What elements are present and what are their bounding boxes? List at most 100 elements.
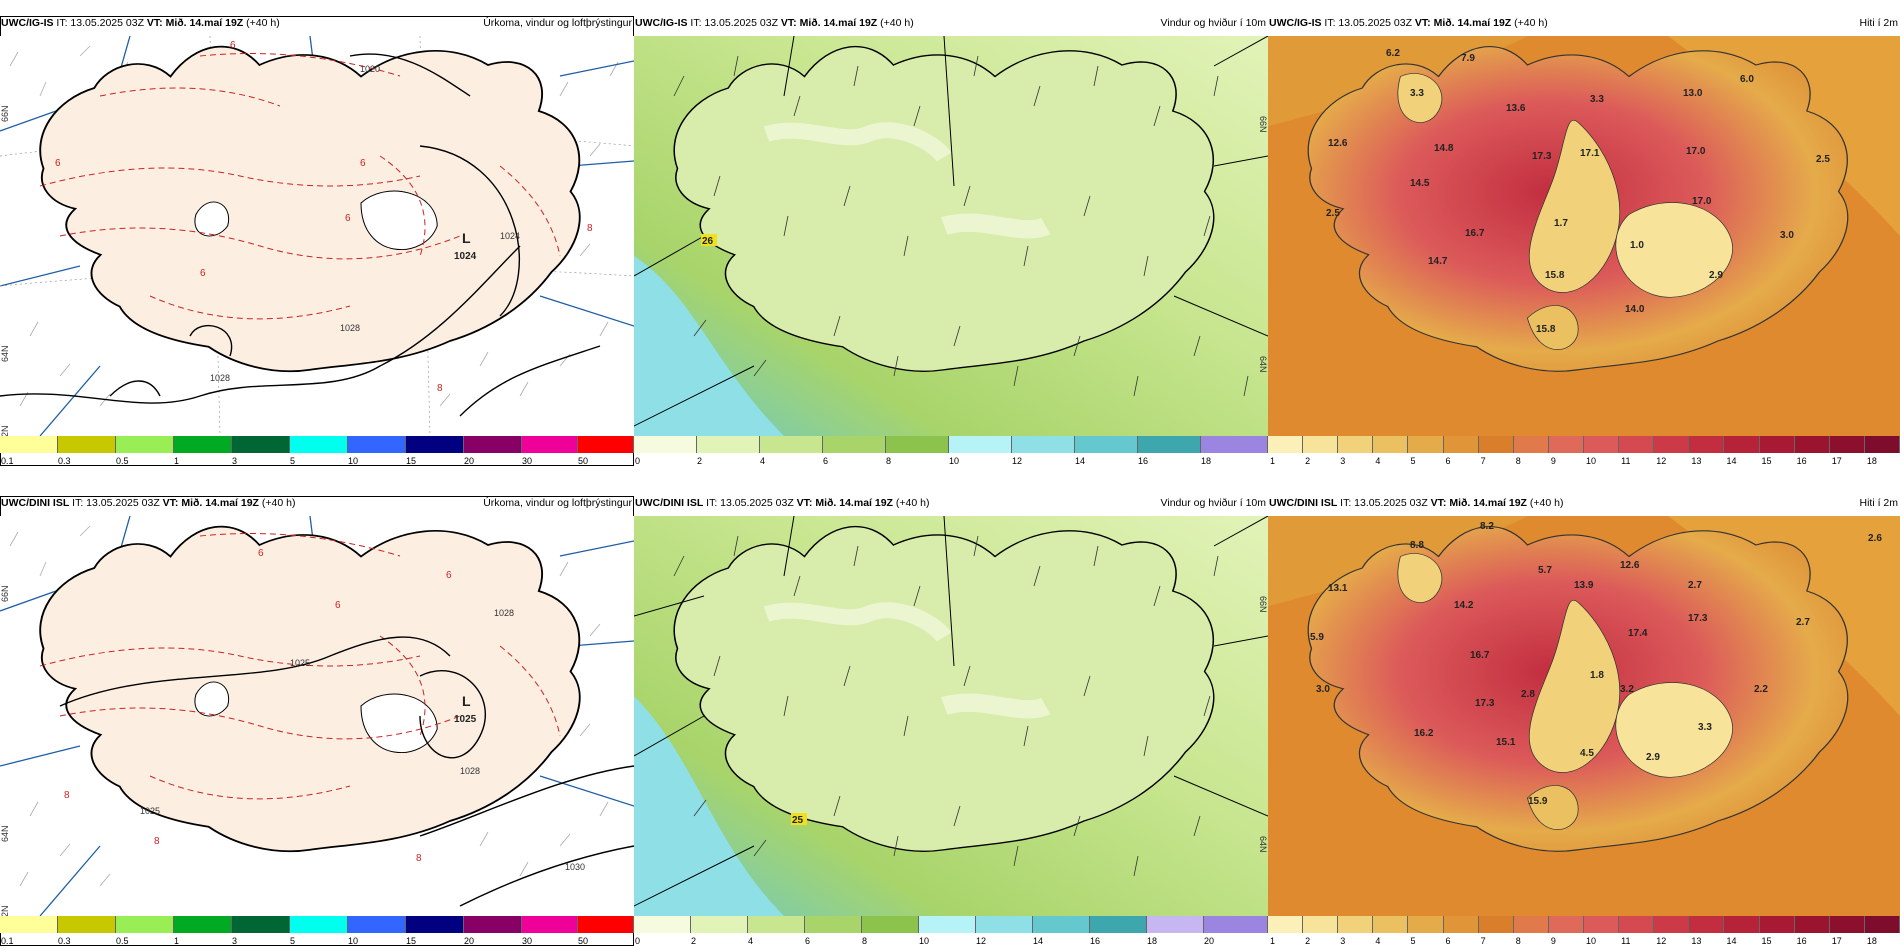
colorbar-label: 30 [522, 456, 533, 466]
temperature-value: 3.2 [1620, 684, 1634, 695]
colorbar-precip: 0.1 0.3 0.5 1 3 5 10 15 20 30 50 [0, 436, 634, 466]
model-name: UWC/IG-IS [1269, 17, 1322, 29]
temperature-value: 14.5 [1410, 178, 1430, 189]
temperature-value: 1.7 [1554, 218, 1568, 229]
colorbar-swatch [1619, 436, 1655, 453]
temperature-value: 17.4 [1628, 628, 1648, 639]
low-pressure-label: L [462, 230, 471, 246]
colorbar-swatch [1012, 436, 1075, 453]
colorbar-label: 3 [232, 456, 238, 466]
temperature-value: 15.1 [1496, 737, 1516, 748]
colorbar-label: 15 [1761, 456, 1772, 466]
colorbar-label: 14 [1726, 936, 1737, 946]
low-pressure-value: 1025 [454, 714, 477, 725]
colorbar-swatch [760, 436, 823, 453]
temperature-value: 1.0 [1630, 240, 1644, 251]
temperature-value: 16.2 [1414, 728, 1434, 739]
colorbar-swatch [1829, 916, 1865, 933]
panel-title: UWC/IG-IS IT: 13.05.2025 03Z VT: Mið. 14… [634, 12, 1268, 34]
panel-precip-igis: UWC/IG-IS IT: 13.05.2025 03Z VT: Mið. 14… [0, 12, 634, 466]
lead-time: (+40 h) [880, 17, 914, 29]
map-area: 25 66N 64N [634, 516, 1268, 916]
colorbar-label: 7 [1480, 456, 1486, 466]
colorbar-label: 3 [232, 936, 238, 946]
temperature-value: 15.8 [1545, 270, 1565, 281]
model-name: UWC/DINI ISL [1269, 497, 1338, 509]
colorbar-swatch [1829, 436, 1865, 453]
precip-label: 6 [200, 268, 206, 279]
temperature-value: 6.0 [1740, 74, 1754, 85]
temperature-value: 13.1 [1328, 583, 1348, 594]
colorbar-swatch [1373, 916, 1409, 933]
temperature-value: 2.9 [1709, 270, 1723, 281]
vt-label: VT: [796, 497, 813, 509]
temperature-value: 5.9 [1310, 632, 1324, 643]
colorbar-label: 10 [1586, 936, 1597, 946]
panel-temp-igis: UWC/IG-IS IT: 13.05.2025 03Z VT: Mið. 14… [1268, 12, 1900, 466]
colorbar-swatch [1408, 916, 1444, 933]
colorbar-swatch [0, 916, 58, 933]
colorbar-swatch [1443, 916, 1479, 933]
vt-label: VT: [780, 17, 797, 29]
colorbar-label: 0 [635, 456, 641, 466]
init-time: IT: 13.05.2025 03Z [706, 497, 794, 509]
map-area: 6 6 6 6 6 8 8 L 1024 1020 1024 1028 1028… [0, 36, 634, 436]
latitude-label: 66N [1258, 596, 1268, 613]
lead-time: (+40 h) [1529, 497, 1564, 509]
panel-title: UWC/IG-IS IT: 13.05.2025 03Z VT: Mið. 14… [0, 12, 634, 34]
colorbar-swatch [1759, 436, 1795, 453]
colorbar-label: 18 [1147, 936, 1158, 946]
colorbar-swatch [578, 916, 634, 933]
temperature-value: 4.5 [1580, 748, 1594, 759]
colorbar-label: 18 [1201, 456, 1212, 466]
gust-value: 26 [702, 236, 714, 247]
temperature-value: 13.9 [1574, 580, 1594, 591]
colorbar-label: 8 [1515, 456, 1521, 466]
colorbar-swatch [1794, 436, 1830, 453]
colorbar-label: 20 [464, 936, 475, 946]
colorbar-precip: 0.1 0.3 0.5 1 3 5 10 15 20 30 50 [0, 916, 634, 946]
precip-label: 6 [345, 213, 351, 224]
colorbar-swatch [232, 916, 290, 933]
colorbar-swatch [232, 436, 290, 453]
colorbar-label: 10 [919, 936, 930, 946]
colorbar-label: 15 [406, 936, 417, 946]
map-area: 6 6 6 8 8 8 L 1025 1025 1028 1028 1025 1… [0, 516, 634, 916]
colorbar-label: 17 [1831, 936, 1842, 946]
colorbar-swatch [1513, 916, 1549, 933]
temperature-value: 14.7 [1428, 256, 1448, 267]
temperature-value: 7.9 [1461, 53, 1475, 64]
colorbar-swatch [58, 436, 116, 453]
colorbar-label: 1 [174, 456, 180, 466]
colorbar-label: 1 [1270, 456, 1276, 466]
colorbar-label: 12 [1012, 456, 1023, 466]
colorbar-label: 6 [805, 936, 811, 946]
colorbar-label: 16 [1796, 936, 1807, 946]
colorbar-label: 4 [1375, 456, 1381, 466]
latitude-label: 64N [1258, 836, 1268, 853]
lead-time: (+40 h) [261, 497, 296, 509]
variable-name: Vindur og hviður í 10m [1160, 497, 1266, 509]
colorbar-swatch [406, 916, 464, 933]
temperature-value: 13.0 [1683, 88, 1703, 99]
isobar-label: 1028 [210, 373, 230, 383]
colorbar-label: 16 [1796, 456, 1807, 466]
colorbar-label: 10 [348, 936, 359, 946]
colorbar-swatch [1303, 436, 1339, 453]
isobar-label: 1028 [460, 766, 480, 776]
colorbar-label: 8 [862, 936, 868, 946]
colorbar-label: 50 [578, 456, 589, 466]
map-area: 8.2 2.6 8.8 5.7 12.6 13.1 13.9 2.7 14.2 17.3 2.7 5.… [1268, 516, 1900, 916]
colorbar-swatch [805, 916, 862, 933]
colorbar-swatch [174, 436, 232, 453]
colorbar-swatch [464, 916, 522, 933]
latitude-label: 64N [0, 825, 10, 842]
colorbar-swatch [634, 916, 691, 933]
colorbar-swatch [1619, 916, 1655, 933]
colorbar-label: 9 [1550, 456, 1556, 466]
colorbar-wind: 0 2 4 6 8 10 12 14 16 18 [634, 436, 1268, 466]
temperature-value: 8.2 [1480, 521, 1494, 532]
colorbar-label: 3 [1340, 936, 1346, 946]
colorbar-label: 18 [1866, 456, 1877, 466]
lead-time: (+40 h) [246, 17, 280, 29]
